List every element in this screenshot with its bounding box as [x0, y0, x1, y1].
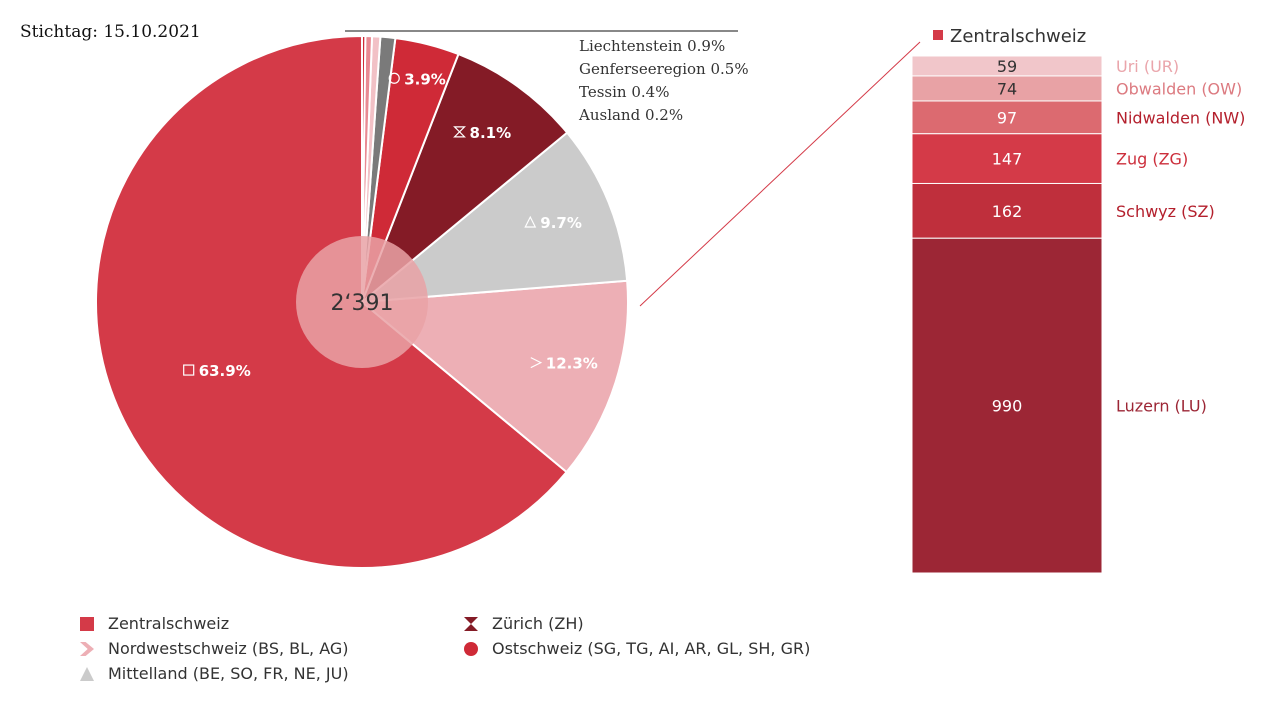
bar-segment-value: 97	[997, 108, 1017, 127]
square-icon	[80, 616, 94, 631]
slice-label: 9.7%	[540, 214, 582, 232]
slice-label-hourglass-icon	[453, 126, 466, 138]
slice-label: 8.1%	[470, 124, 512, 142]
legend-item: Mittelland (BE, SO, FR, NE, JU)	[76, 661, 349, 686]
bar-title: Zentralschweiz	[950, 26, 1086, 47]
slice-label-chevron-icon	[530, 357, 543, 369]
bar-segment-value: 59	[997, 57, 1017, 76]
bar-segment-label: Uri (UR)	[1116, 57, 1179, 76]
slice-label: 63.9%	[199, 362, 251, 380]
legend-label: Nordwestschweiz (BS, BL, AG)	[108, 639, 349, 658]
bar-segment-value: 147	[992, 150, 1023, 169]
pie-slice-mittelland	[358, 131, 629, 304]
small-slice-label: Tessin 0.4%	[579, 83, 669, 101]
bar-segment-label: Schwyz (SZ)	[1116, 202, 1215, 221]
hourglass-icon	[464, 616, 478, 631]
bar-segment-label: Zug (ZG)	[1116, 150, 1188, 169]
legend-item: Ostschweiz (SG, TG, AI, AR, GL, SH, GR)	[460, 636, 810, 661]
slice-label-circle-icon	[388, 72, 400, 84]
slice-label: 12.3%	[546, 355, 598, 373]
pie-slice-zürich	[359, 52, 569, 306]
small-slice-label: Genferseeregion 0.5%	[579, 60, 749, 78]
bar-segment-label: Nidwalden (NW)	[1116, 108, 1245, 127]
small-slice-label: Ausland 0.2%	[578, 106, 683, 124]
pie-center-disc	[296, 236, 428, 368]
bar-segment-value: 162	[992, 202, 1023, 221]
pie-slice-nordwestschweiz	[359, 279, 629, 474]
pie-slice-ausland	[361, 34, 367, 303]
zoom-connector-line	[639, 41, 921, 307]
legend-label: Ostschweiz (SG, TG, AI, AR, GL, SH, GR)	[492, 639, 811, 658]
bar-segment-value: 74	[997, 79, 1017, 98]
slice-label-square-icon	[183, 364, 195, 376]
slice-label-triangle-icon	[524, 215, 537, 228]
bar-title-square-icon	[933, 30, 943, 40]
legend-label: Mittelland (BE, SO, FR, NE, JU)	[108, 664, 349, 683]
legend-item: Zürich (ZH)	[460, 611, 810, 636]
legend-left: Zentralschweiz Nordwestschweiz (BS, BL, A…	[76, 611, 349, 686]
legend-label: Zürich (ZH)	[492, 614, 584, 633]
circle-icon	[464, 641, 478, 656]
chart-canvas: 2‘391 63.9% 12.3% 9.7% 8.1% 3.9% Liechtenstein…	[95, 26, 1245, 574]
bar-segment	[911, 237, 1103, 574]
chevron-icon	[80, 641, 94, 656]
pie-center-total: 2‘391	[331, 291, 394, 316]
small-slice-label: Liechtenstein 0.9%	[579, 37, 725, 55]
legend-item: Nordwestschweiz (BS, BL, AG)	[76, 636, 349, 661]
hourglass-icon	[464, 616, 478, 631]
bar-segment-value: 990	[992, 397, 1023, 416]
bar-segment-label: Luzern (LU)	[1116, 397, 1207, 416]
square-icon	[80, 616, 94, 631]
legend-label: Zentralschweiz	[108, 614, 230, 633]
circle-icon	[464, 641, 478, 656]
slice-label: 3.9%	[404, 70, 446, 88]
legend-item: Zentralschweiz	[76, 611, 349, 636]
triangle-icon	[80, 666, 94, 681]
bar-segment	[911, 182, 1103, 239]
bar-segment-label: Obwalden (OW)	[1116, 79, 1242, 98]
bar-segment	[911, 133, 1103, 184]
stichtag-label: Stichtag: 15.10.2021	[20, 22, 201, 42]
chevron-icon	[80, 641, 94, 656]
legend-right: Zürich (ZH) Ostschweiz (SG, TG, AI, AR, G…	[460, 611, 810, 661]
triangle-icon	[80, 666, 94, 681]
